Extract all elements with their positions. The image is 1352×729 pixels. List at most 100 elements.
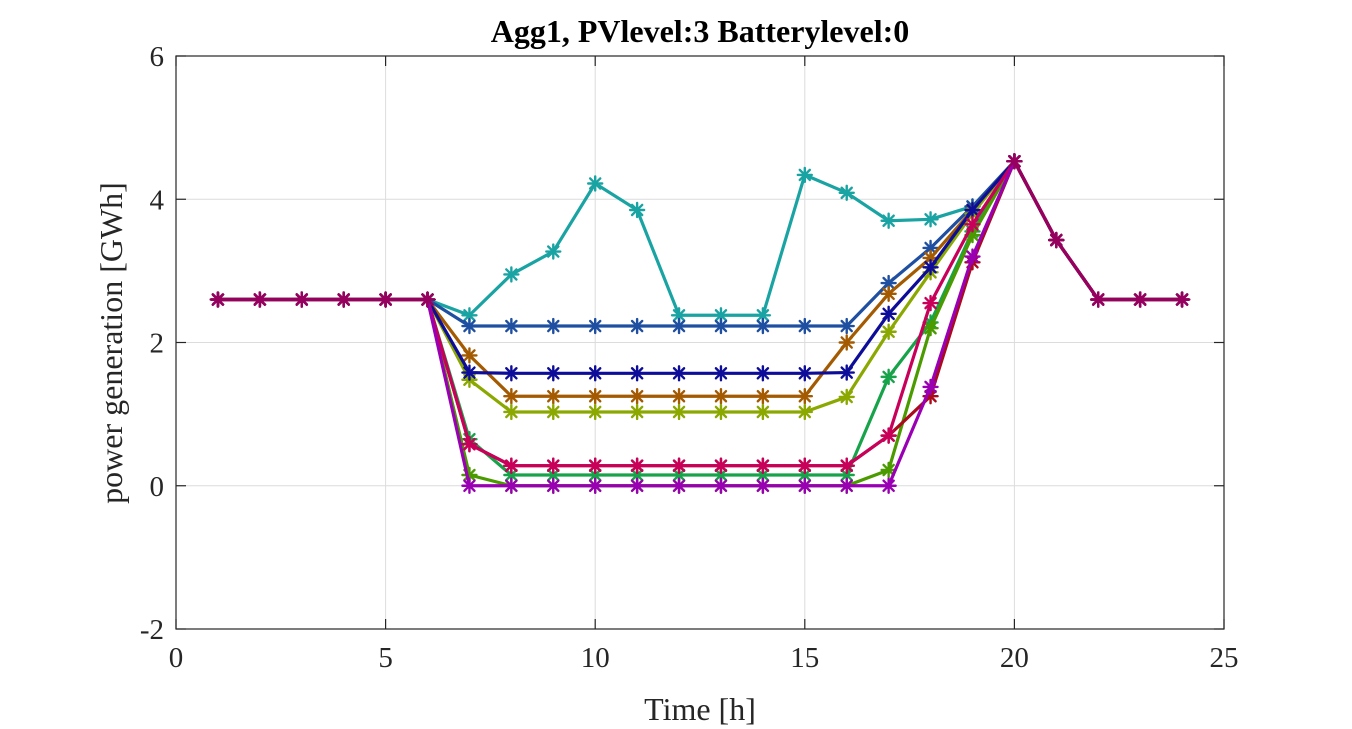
x-tick-label: 10: [581, 642, 610, 674]
data-point: [419, 291, 436, 308]
data-point: [335, 291, 352, 308]
data-point: [670, 317, 688, 335]
series-layer: [209, 153, 1191, 494]
data-point: [796, 317, 813, 335]
data-point: [838, 184, 855, 202]
y-tick-label: 2: [150, 328, 165, 360]
data-point: [1173, 291, 1191, 308]
x-tick-label: 25: [1210, 642, 1239, 674]
data-point: [796, 403, 813, 421]
data-point: [545, 403, 562, 421]
data-point: [1006, 153, 1023, 170]
data-point: [587, 175, 604, 192]
data-point: [922, 211, 939, 228]
data-point: [545, 243, 562, 260]
data-point: [628, 388, 646, 405]
y-tick-label: 6: [150, 41, 165, 73]
data-point: [880, 305, 897, 323]
data-point: [838, 477, 855, 494]
data-point: [545, 388, 562, 405]
data-point: [670, 365, 688, 382]
y-tick-label: 0: [150, 471, 165, 503]
series-11: [209, 153, 1191, 308]
data-point: [461, 317, 478, 335]
data-point: [838, 317, 855, 335]
data-point: [628, 457, 646, 474]
data-point: [587, 365, 604, 382]
data-point: [754, 365, 772, 382]
data-point: [754, 403, 772, 421]
data-point: [796, 365, 813, 382]
data-point: [922, 294, 939, 312]
data-point: [670, 457, 688, 474]
data-point: [461, 347, 478, 364]
x-axis-label: Time [h]: [644, 691, 756, 727]
data-point: [880, 212, 897, 229]
data-point: [461, 436, 478, 453]
data-point: [545, 457, 562, 474]
data-point: [964, 248, 981, 265]
data-point: [796, 166, 813, 184]
data-point: [1090, 291, 1107, 308]
data-point: [754, 457, 772, 474]
data-point: [712, 365, 730, 382]
x-tick-label: 0: [169, 642, 184, 674]
data-point: [461, 364, 478, 381]
data-point: [754, 477, 772, 494]
data-point: [251, 291, 269, 308]
data-point: [209, 291, 227, 308]
data-point: [880, 285, 897, 302]
data-point: [838, 388, 855, 406]
data-point: [545, 365, 562, 382]
data-point: [587, 457, 604, 474]
data-point: [587, 388, 604, 405]
data-point: [712, 477, 730, 494]
data-point: [628, 201, 646, 219]
data-point: [503, 457, 520, 474]
data-point: [628, 365, 646, 382]
data-point: [712, 388, 730, 405]
data-point: [503, 403, 520, 421]
data-point: [712, 317, 730, 335]
data-point: [964, 216, 981, 233]
data-point: [964, 201, 981, 219]
data-point: [503, 477, 520, 494]
data-point: [670, 477, 688, 494]
data-point: [587, 403, 604, 421]
data-point: [712, 457, 730, 474]
data-point: [1048, 231, 1065, 249]
data-point: [838, 334, 855, 351]
data-point: [712, 403, 730, 421]
y-tick-label: -2: [140, 614, 164, 646]
data-point: [377, 291, 394, 308]
data-point: [922, 378, 939, 396]
data-point: [754, 317, 772, 335]
data-point: [545, 317, 562, 335]
data-point: [1131, 291, 1149, 308]
data-point: [545, 477, 562, 494]
data-point: [628, 317, 646, 335]
x-tick-label: 15: [790, 642, 819, 674]
data-point: [796, 477, 813, 494]
data-point: [670, 388, 688, 405]
data-point: [880, 461, 897, 479]
data-point: [796, 466, 813, 484]
data-point: [880, 323, 897, 340]
data-point: [670, 403, 688, 421]
data-point: [754, 307, 772, 324]
data-point: [503, 365, 520, 382]
data-point: [922, 259, 939, 276]
data-point: [628, 403, 646, 421]
data-point: [880, 368, 897, 386]
data-point: [503, 317, 520, 335]
data-point: [754, 388, 772, 405]
data-point: [503, 388, 520, 405]
data-point: [796, 457, 813, 474]
y-tick-label: 4: [150, 184, 165, 216]
data-point: [880, 427, 897, 444]
x-tick-label: 20: [1000, 642, 1029, 674]
data-point: [838, 457, 855, 474]
